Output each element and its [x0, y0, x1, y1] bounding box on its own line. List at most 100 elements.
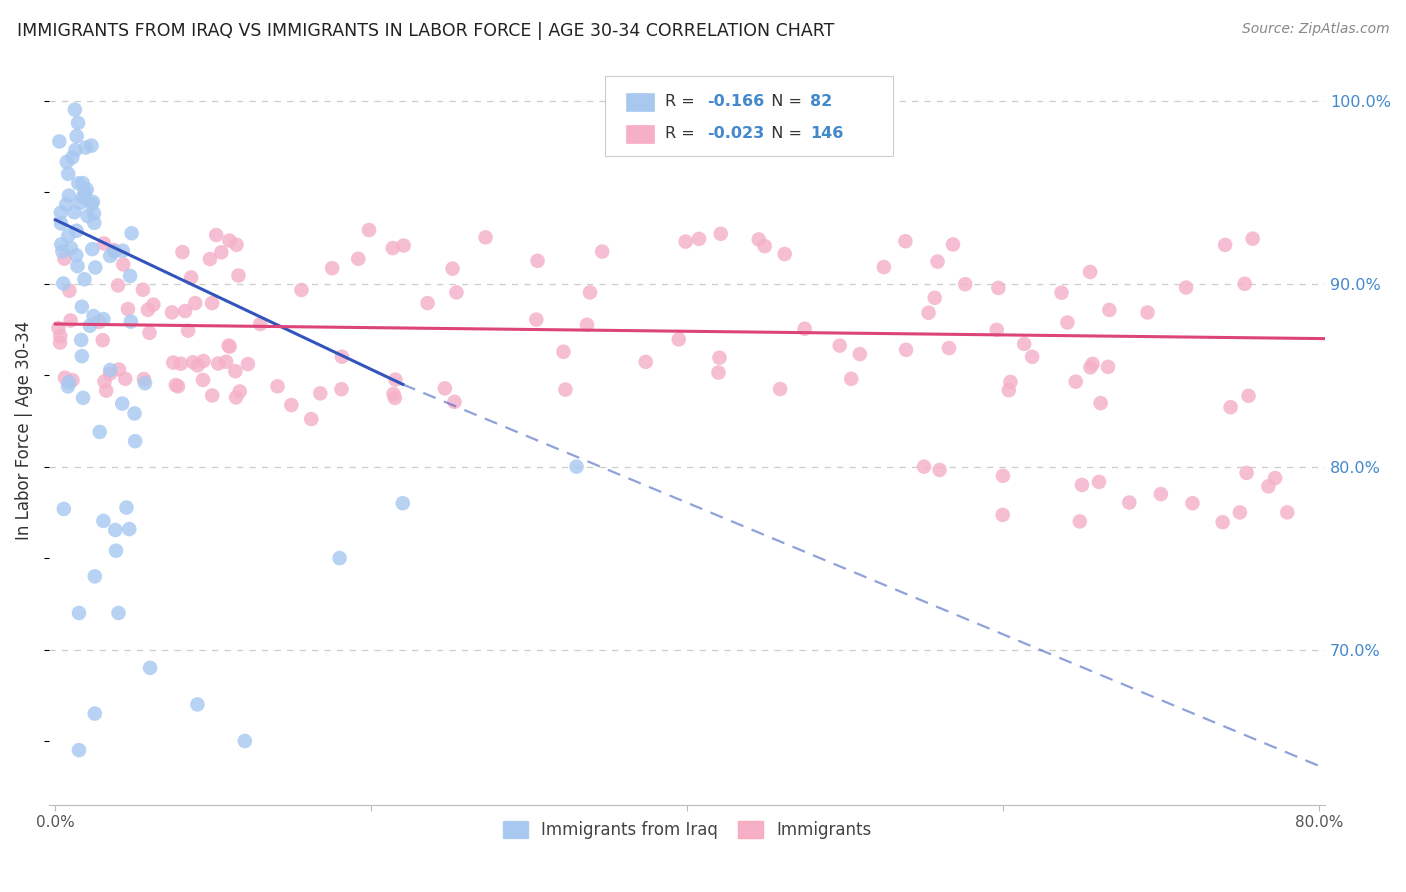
Point	[87, 315, 110, 329]
Point	[591, 244, 613, 259]
Point	[1118, 495, 1140, 509]
Point	[793, 322, 815, 336]
Point	[198, 252, 221, 266]
Point	[554, 383, 576, 397]
Point	[1136, 305, 1159, 319]
Point	[997, 384, 1019, 398]
Point	[754, 239, 776, 253]
Point	[104, 523, 127, 537]
Point	[52, 502, 75, 516]
Point	[76, 182, 98, 196]
Point	[103, 244, 125, 258]
Point	[53, 370, 76, 384]
Point	[72, 190, 94, 204]
Point	[579, 285, 602, 300]
Point	[98, 367, 121, 381]
Point	[51, 244, 73, 259]
Point	[384, 372, 406, 386]
Point	[83, 206, 105, 220]
Point	[58, 167, 80, 181]
Point	[121, 227, 143, 241]
Point	[215, 355, 238, 369]
Point	[132, 283, 155, 297]
Point	[56, 379, 79, 393]
Point	[56, 155, 79, 169]
Point	[233, 734, 256, 748]
Text: R =: R =	[665, 95, 700, 109]
Point	[709, 351, 731, 365]
Point	[98, 249, 121, 263]
Point	[1277, 505, 1299, 519]
Point	[392, 238, 415, 252]
Point	[1257, 479, 1279, 493]
Text: -0.166: -0.166	[707, 95, 765, 109]
Point	[218, 340, 240, 354]
Point	[93, 514, 115, 528]
Point	[112, 257, 135, 271]
Point	[184, 296, 207, 310]
Point	[218, 338, 240, 352]
Text: N =: N =	[761, 127, 807, 141]
Point	[82, 242, 104, 256]
Point	[769, 382, 792, 396]
Point	[66, 259, 89, 273]
Point	[207, 357, 229, 371]
Text: 82: 82	[810, 95, 832, 109]
Point	[114, 372, 136, 386]
Point	[83, 569, 105, 583]
Point	[120, 315, 142, 329]
Point	[526, 253, 548, 268]
Point	[565, 459, 588, 474]
Point	[59, 241, 82, 255]
Point	[1229, 505, 1251, 519]
Point	[72, 176, 94, 190]
Point	[67, 177, 90, 191]
Point	[67, 606, 90, 620]
Point	[416, 296, 439, 310]
Y-axis label: In Labor Force | Age 30-34: In Labor Force | Age 30-34	[15, 320, 32, 540]
Point	[80, 138, 103, 153]
Point	[347, 252, 370, 266]
Point	[1090, 396, 1112, 410]
Point	[236, 357, 259, 371]
Point	[139, 661, 162, 675]
Point	[70, 300, 93, 314]
Point	[70, 333, 93, 347]
Point	[58, 188, 80, 202]
Point	[93, 375, 115, 389]
Point	[51, 237, 73, 252]
Point	[48, 135, 70, 149]
Point	[894, 234, 917, 248]
Point	[576, 318, 599, 332]
Point	[118, 522, 141, 536]
Point	[58, 228, 80, 243]
Point	[49, 329, 72, 343]
Point	[433, 381, 456, 395]
Point	[249, 317, 271, 331]
Point	[136, 302, 159, 317]
Point	[91, 333, 114, 347]
Point	[1264, 471, 1286, 485]
Point	[1098, 302, 1121, 317]
Point	[83, 216, 105, 230]
Point	[72, 391, 94, 405]
Point	[1212, 515, 1234, 529]
Point	[84, 260, 107, 275]
Point	[193, 354, 215, 368]
Point	[309, 386, 332, 401]
Point	[382, 387, 405, 401]
Point	[330, 382, 353, 396]
Point	[58, 375, 80, 389]
Point	[1050, 285, 1073, 300]
Point	[93, 236, 115, 251]
Point	[987, 281, 1010, 295]
Point	[849, 347, 872, 361]
Point	[167, 379, 190, 393]
Point	[83, 309, 105, 323]
Point	[391, 496, 413, 510]
Point	[873, 260, 896, 274]
Point	[266, 379, 288, 393]
Point	[1064, 375, 1087, 389]
Point	[55, 197, 77, 211]
Point	[1012, 337, 1035, 351]
